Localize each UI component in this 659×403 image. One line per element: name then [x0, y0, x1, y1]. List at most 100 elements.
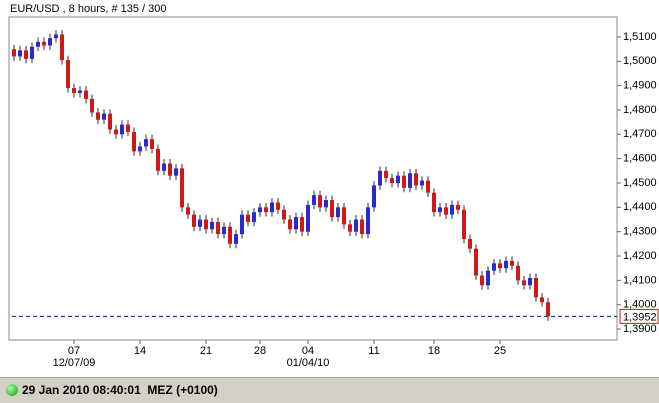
candle-body [168, 163, 172, 176]
candle-body [402, 175, 406, 188]
y-tick-label: 1,4200 [623, 250, 657, 262]
candle-body [444, 207, 448, 215]
x-tick-label: 14 [134, 345, 146, 357]
y-tick-label: 1,4100 [623, 274, 657, 286]
candle-body [210, 221, 214, 230]
candle-body [492, 263, 496, 271]
candle-body [450, 204, 454, 215]
candle-body [246, 214, 250, 222]
candle-body [528, 277, 532, 286]
candle-body [522, 280, 526, 286]
candle-body [534, 277, 538, 298]
candle-body [336, 207, 340, 218]
candle-body [294, 217, 298, 230]
candle-body [66, 60, 70, 89]
candle-body [312, 195, 316, 205]
candle-body [54, 34, 58, 39]
plot-frame [8, 16, 618, 341]
candle-body [432, 192, 436, 213]
candle-body [120, 124, 124, 135]
x-date-label: 12/07/09 [53, 357, 96, 369]
y-tick-label: 1,4000 [623, 299, 657, 311]
candle-body [390, 178, 394, 184]
candle-body [384, 170, 388, 179]
candle-body [162, 163, 166, 171]
candle-body [84, 90, 88, 100]
candle-body [132, 131, 136, 152]
y-tick-label: 1,4400 [623, 201, 657, 213]
y-tick-label: 1,4700 [623, 128, 657, 140]
candle-body [468, 238, 472, 249]
candle-body [216, 221, 220, 235]
current-price-label: 1,3952 [623, 311, 657, 323]
candle-body [144, 139, 148, 147]
candle-body [510, 260, 514, 266]
candle-body [114, 129, 118, 135]
candle-body [186, 207, 190, 215]
candle-body [72, 88, 76, 93]
candle-body [192, 214, 196, 227]
status-bar: 29 Jan 2010 08:40:01 MEZ (+0100) [0, 377, 659, 403]
candle-body [180, 168, 184, 208]
candle-body [324, 200, 328, 208]
x-tick-label: 21 [200, 345, 212, 357]
candle-body [108, 113, 112, 130]
x-tick-label: 07 [68, 345, 80, 357]
candle-body [372, 185, 376, 208]
candle-body [222, 226, 226, 235]
candle-body [78, 90, 82, 93]
candle-body [240, 214, 244, 235]
candle-body [540, 297, 544, 303]
status-text: 29 Jan 2010 08:40:01 MEZ (+0100) [22, 383, 218, 397]
chart: EUR/USD , 8 hours, # 135 / 300 1,3900 1,4… [8, 3, 659, 369]
candle-body [276, 202, 280, 210]
candle-body [318, 195, 322, 208]
candle-body [504, 260, 508, 269]
candle-body [156, 148, 160, 171]
y-tick-label: 1,5100 [623, 31, 657, 43]
candle-body [546, 302, 550, 317]
candle-body [456, 204, 460, 210]
candle-body [150, 139, 154, 149]
candle-body [474, 248, 478, 276]
candle-body [18, 50, 22, 57]
candle-body [48, 38, 52, 46]
candle-body [348, 224, 352, 232]
candle-body [366, 207, 370, 235]
candle-body [264, 207, 268, 213]
y-tick-label: 1,4500 [623, 177, 657, 189]
candle-body [12, 49, 16, 57]
chart-title: EUR/USD , 8 hours, # 135 / 300 [10, 3, 167, 15]
candle-body [24, 50, 28, 59]
x-tick-label: 25 [494, 345, 506, 357]
candle-body [342, 207, 346, 225]
y-tick-label: 1,5000 [623, 55, 657, 67]
candle-body [360, 219, 364, 235]
candle-body [96, 112, 100, 120]
candle-body [30, 46, 34, 59]
candle-body [486, 270, 490, 286]
candle-body [102, 113, 106, 120]
candle-body [204, 219, 208, 230]
candle-body [408, 173, 412, 188]
y-tick-label: 1,4600 [623, 153, 657, 165]
x-date-label: 01/04/10 [287, 357, 330, 369]
candle-body [126, 124, 130, 132]
candle-body [234, 234, 238, 244]
candle-body [330, 200, 334, 218]
candle-body [396, 175, 400, 184]
candle-body [282, 209, 286, 220]
x-tick-label: 18 [428, 345, 440, 357]
y-tick-label: 1,4900 [623, 80, 657, 92]
candle-body [138, 146, 142, 152]
candle-body [426, 180, 430, 193]
candle-body [462, 209, 466, 239]
candle-body [438, 207, 442, 213]
candle-body [300, 217, 304, 232]
x-tick-label: 04 [302, 345, 314, 357]
y-tick-label: 1,4800 [623, 104, 657, 116]
candle-body [378, 170, 382, 186]
candle-body [420, 180, 424, 186]
y-tick-label: 1,3900 [623, 323, 657, 335]
candle-body [498, 263, 502, 269]
